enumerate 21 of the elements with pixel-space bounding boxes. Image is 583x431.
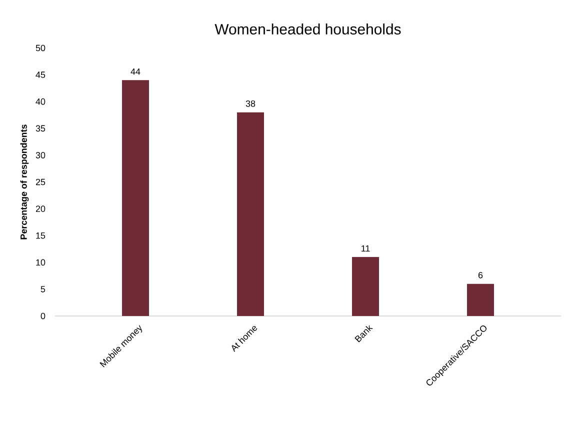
y-tick-label: 30 [36, 152, 46, 158]
y-tick-label: 45 [36, 72, 46, 78]
chart-title: Women-headed households [214, 24, 401, 34]
data-label: 44 [130, 68, 140, 75]
y-tick-label: 0 [40, 312, 46, 320]
y-tick-label: 5 [40, 286, 46, 292]
y-tick-label: 25 [36, 178, 46, 186]
y-tick-label: 20 [36, 206, 46, 212]
bar [237, 112, 264, 316]
y-tick-label: 40 [36, 98, 46, 105]
y-tick-label: 35 [36, 125, 46, 132]
y-tick-label: 15 [36, 232, 46, 239]
y-axis-title: Percentage of respondents [20, 124, 29, 240]
y-tick-label: 10 [36, 259, 46, 266]
data-label: 11 [362, 245, 370, 252]
bar [467, 284, 494, 316]
bar [122, 80, 150, 316]
data-label: 6 [478, 272, 483, 278]
bar [352, 257, 380, 316]
y-tick-label: 50 [36, 44, 46, 52]
data-label: 38 [246, 100, 256, 107]
